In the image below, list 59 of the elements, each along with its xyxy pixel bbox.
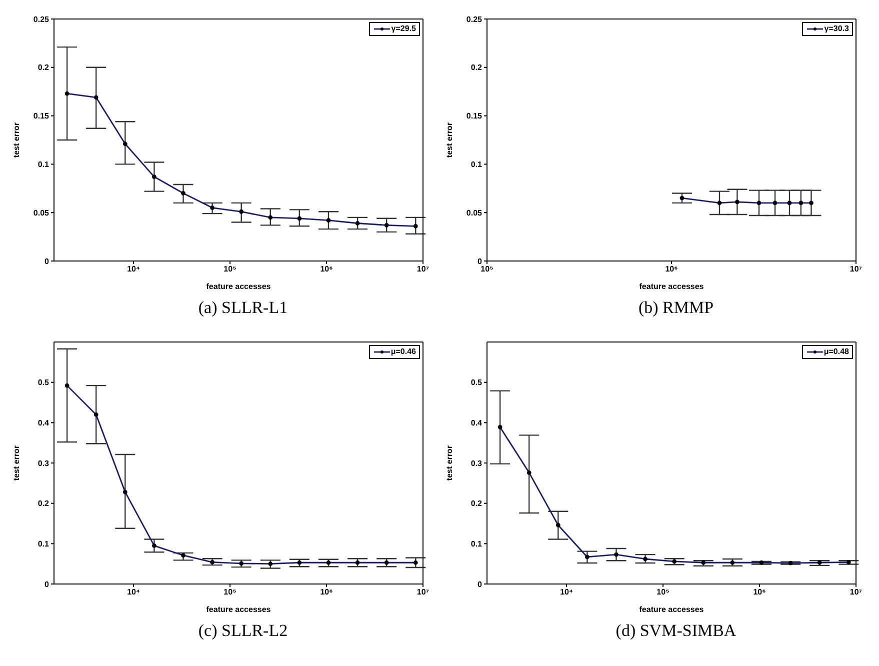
y-tick-label: 0.3 — [38, 458, 50, 468]
y-tick-label: 0.1 — [470, 160, 483, 170]
y-tick-label: 0.4 — [470, 418, 483, 428]
y-tick-label: 0.1 — [38, 160, 50, 170]
x-tick-label: 10⁷ — [850, 588, 862, 597]
y-tick-label: 0 — [478, 256, 483, 266]
y-tick-label: 0 — [44, 580, 50, 589]
y-tick-label: 0.25 — [33, 14, 50, 24]
legend-label: μ=0.46 — [390, 346, 416, 358]
x-axis-title: feature accesses — [206, 605, 272, 614]
y-tick-label: 0.2 — [38, 499, 50, 508]
legend-box: γ=30.3 — [802, 22, 853, 36]
legend-label: γ=29.5 — [391, 23, 416, 35]
x-tick-label: 10⁷ — [416, 264, 430, 274]
x-tick-label: 10⁴ — [560, 588, 573, 597]
y-tick-label: 0 — [44, 256, 50, 266]
y-axis-title: test error — [444, 445, 454, 481]
y-tick-label: 0.25 — [466, 14, 483, 24]
x-tick-label: 10⁶ — [320, 588, 334, 597]
y-tick-label: 0.1 — [38, 540, 50, 549]
x-tick-label: 10⁷ — [416, 588, 430, 597]
text: (a) SLLR-L1 — [197, 297, 289, 319]
x-tick-label: 10⁵ — [480, 264, 494, 274]
y-tick-label: 0.15 — [33, 112, 50, 121]
x-axis-title: feature accesses — [639, 605, 704, 614]
y-tick-label: 0.2 — [38, 63, 50, 72]
text: (d) SVM-SIMBA — [614, 620, 738, 642]
x-tick-label: 10⁶ — [320, 264, 334, 274]
legend-box: μ=0.46 — [368, 345, 420, 359]
legend-label: μ=0.48 — [824, 346, 849, 358]
legend-label: γ=30.3 — [824, 23, 849, 35]
x-tick-label: 10⁵ — [224, 264, 237, 274]
x-tick-label: 10⁶ — [753, 588, 766, 597]
y-axis-title: test error — [12, 122, 21, 158]
y-tick-label: 0.2 — [470, 499, 483, 508]
y-tick-label: 0.05 — [33, 208, 50, 218]
x-axis-title: feature accesses — [639, 282, 704, 291]
x-tick-label: 10⁵ — [656, 588, 670, 597]
legend-box: μ=0.48 — [802, 345, 853, 359]
x-tick-label: 10⁴ — [127, 264, 140, 274]
text: (b) RMMP — [637, 297, 715, 319]
y-tick-label: 0.3 — [470, 458, 483, 468]
x-axis-title: feature accesses — [206, 282, 272, 291]
x-tick-label: 10⁴ — [127, 588, 140, 597]
y-tick-label: 0.2 — [470, 63, 483, 72]
y-axis-title: test error — [444, 122, 454, 158]
y-tick-label: 0.4 — [38, 418, 50, 428]
text: (c) SLLR-L2 — [197, 620, 289, 642]
x-tick-label: 10⁵ — [224, 588, 237, 597]
y-tick-label: 0.5 — [38, 378, 50, 388]
y-tick-label: 0.15 — [466, 112, 483, 121]
y-tick-label: 0.05 — [466, 208, 483, 218]
legend-box: γ=29.5 — [369, 22, 420, 36]
y-tick-label: 0.5 — [470, 378, 483, 388]
y-axis-title: test error — [12, 445, 21, 481]
x-tick-label: 10⁷ — [850, 264, 862, 274]
y-tick-label: 0 — [478, 580, 483, 589]
x-tick-label: 10⁶ — [665, 264, 678, 274]
y-tick-label: 0.1 — [470, 540, 483, 549]
